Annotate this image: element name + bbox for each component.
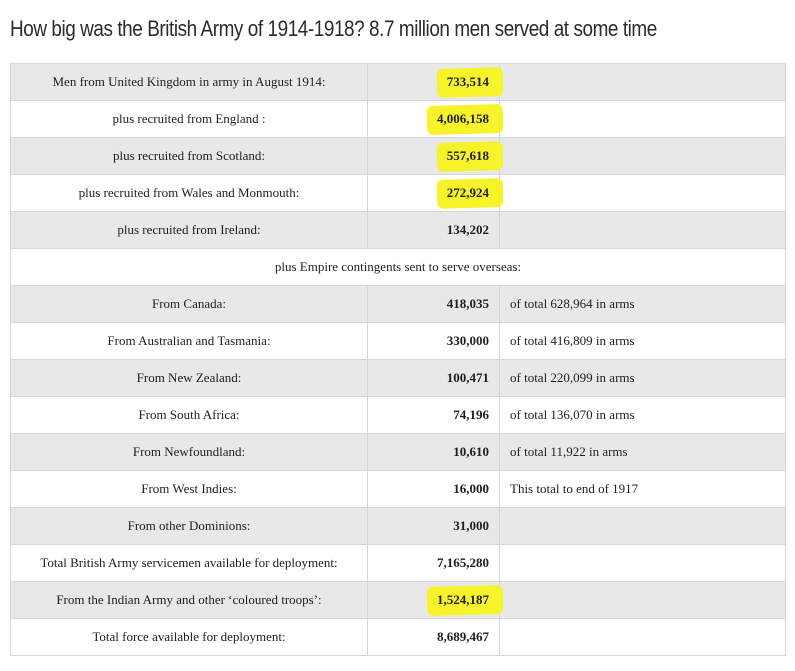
row-note	[499, 544, 786, 582]
table-row: From New Zealand: 100,471 of total 220,0…	[10, 359, 786, 397]
value-wrap: 418,035	[447, 296, 489, 312]
table-row: From Newfoundland: 10,610 of total 11,92…	[10, 433, 786, 471]
row-label: From Canada:	[10, 285, 368, 323]
row-label: From other Dominions:	[10, 507, 368, 545]
value-text: 330,000	[446, 333, 489, 348]
table-row: From Canada: 418,035 of total 628,964 in…	[10, 285, 786, 323]
value-text: 557,618	[446, 148, 489, 163]
table-row: From the Indian Army and other ‘coloured…	[10, 581, 786, 619]
highlight-mark: 1,524,187	[437, 592, 489, 608]
row-label: From Newfoundland:	[10, 433, 368, 471]
value-text: 7,165,280	[437, 555, 489, 570]
table-row: Men from United Kingdom in army in Augus…	[10, 63, 786, 101]
highlight-mark: 733,514	[447, 74, 489, 90]
row-label: plus recruited from England :	[10, 100, 368, 138]
row-label: plus recruited from Scotland:	[10, 137, 368, 175]
row-note	[499, 618, 786, 656]
row-note	[499, 137, 786, 175]
row-value: 557,618	[367, 137, 500, 175]
row-note: of total 628,964 in arms	[499, 285, 786, 323]
value-text: 134,202	[446, 222, 489, 237]
row-value: 418,035	[367, 285, 500, 323]
row-note: of total 220,099 in arms	[499, 359, 786, 397]
row-label: Men from United Kingdom in army in Augus…	[10, 63, 368, 101]
row-value: 7,165,280	[367, 544, 500, 582]
row-label: From New Zealand:	[10, 359, 368, 397]
value-wrap: 31,000	[453, 518, 489, 534]
value-text: 100,471	[446, 370, 489, 385]
highlight-mark: 272,924	[447, 185, 489, 201]
row-value: 1,524,187	[367, 581, 500, 619]
row-note	[499, 174, 786, 212]
row-value: 134,202	[367, 211, 500, 249]
row-value: 16,000	[367, 470, 500, 508]
row-note: of total 11,922 in arms	[499, 433, 786, 471]
value-wrap: 8,689,467	[437, 629, 489, 645]
table-body: Men from United Kingdom in army in Augus…	[10, 63, 786, 656]
table-row: plus recruited from Ireland: 134,202	[10, 211, 786, 249]
value-wrap: 7,165,280	[437, 555, 489, 571]
row-label: From West Indies:	[10, 470, 368, 508]
table-row: plus recruited from England : 4,006,158	[10, 100, 786, 138]
row-note: of total 136,070 in arms	[499, 396, 786, 434]
row-value: 74,196	[367, 396, 500, 434]
row-label: Total British Army servicemen available …	[10, 544, 368, 582]
value-text: 10,610	[453, 444, 489, 459]
value-text: 31,000	[453, 518, 489, 533]
table-row: plus recruited from Scotland: 557,618	[10, 137, 786, 175]
value-text: 733,514	[446, 74, 489, 89]
row-label: From Australian and Tasmania:	[10, 322, 368, 360]
row-value: 4,006,158	[367, 100, 500, 138]
highlight-mark: 557,618	[447, 148, 489, 164]
value-wrap: 10,610	[453, 444, 489, 460]
row-label: plus recruited from Ireland:	[10, 211, 368, 249]
value-wrap: 16,000	[453, 481, 489, 497]
table-row: From West Indies: 16,000 This total to e…	[10, 470, 786, 508]
row-value: 31,000	[367, 507, 500, 545]
row-note: This total to end of 1917	[499, 470, 786, 508]
row-value: 272,924	[367, 174, 500, 212]
value-wrap: 100,471	[447, 370, 489, 386]
row-label: Total force available for deployment:	[10, 618, 368, 656]
row-note	[499, 63, 786, 101]
row-value: 733,514	[367, 63, 500, 101]
value-text: 74,196	[453, 407, 489, 422]
value-text: 1,524,187	[437, 592, 489, 607]
value-text: 4,006,158	[437, 111, 489, 126]
table-row: From South Africa: 74,196 of total 136,0…	[10, 396, 786, 434]
row-note	[499, 100, 786, 138]
row-value: 330,000	[367, 322, 500, 360]
row-label: plus recruited from Wales and Monmouth:	[10, 174, 368, 212]
row-value: 8,689,467	[367, 618, 500, 656]
section-heading: plus Empire contingents sent to serve ov…	[10, 248, 786, 286]
table-row: From Australian and Tasmania: 330,000 of…	[10, 322, 786, 360]
value-text: 16,000	[453, 481, 489, 496]
table-row: plus recruited from Wales and Monmouth: …	[10, 174, 786, 212]
row-value: 100,471	[367, 359, 500, 397]
value-wrap: 134,202	[447, 222, 489, 238]
row-note: of total 416,809 in arms	[499, 322, 786, 360]
value-wrap: 74,196	[453, 407, 489, 423]
table-row: From other Dominions: 31,000	[10, 507, 786, 545]
row-value: 10,610	[367, 433, 500, 471]
table-row: Total force available for deployment: 8,…	[10, 618, 786, 656]
army-size-table: Men from United Kingdom in army in Augus…	[10, 63, 786, 656]
value-text: 8,689,467	[437, 629, 489, 644]
row-note	[499, 507, 786, 545]
row-label: From South Africa:	[10, 396, 368, 434]
page-title: How big was the British Army of 1914-191…	[10, 16, 657, 41]
table-row: Total British Army servicemen available …	[10, 544, 786, 582]
row-note	[499, 581, 786, 619]
value-wrap: 330,000	[447, 333, 489, 349]
row-note	[499, 211, 786, 249]
highlight-mark: 4,006,158	[437, 111, 489, 127]
value-text: 418,035	[446, 296, 489, 311]
row-label: From the Indian Army and other ‘coloured…	[10, 581, 368, 619]
table-row-section: plus Empire contingents sent to serve ov…	[10, 248, 786, 286]
value-text: 272,924	[446, 185, 489, 200]
